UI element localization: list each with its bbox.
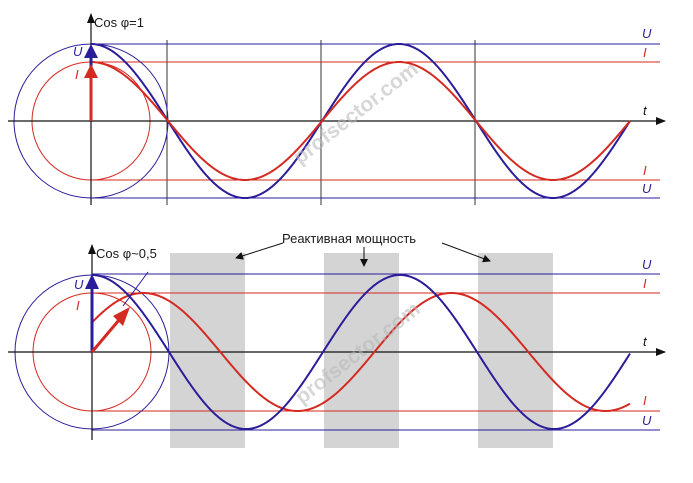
reactive-arrow-1	[235, 242, 284, 260]
reactive-band-3	[478, 253, 553, 448]
top-axis-t-label: t	[643, 103, 648, 118]
bottom-right-i-bottom: I	[643, 393, 647, 408]
top-phasor-u-label: U	[73, 44, 83, 59]
bottom-cos-phi-label: Cos φ~0,5	[96, 246, 157, 261]
reactive-power-label: Реактивная мощность	[282, 231, 416, 246]
bottom-current-phasor	[90, 307, 130, 353]
reactive-band-2	[324, 253, 399, 448]
bottom-panel: Cos φ~0,5 Реактивная мощность U I t U I …	[8, 231, 666, 448]
bottom-current-wave	[91, 291, 631, 413]
top-voltage-wave	[90, 42, 631, 200]
top-phasor-i-label: I	[75, 67, 79, 82]
bottom-right-u-top: U	[642, 257, 652, 272]
watermark-top: profsector.com	[289, 57, 423, 169]
bottom-right-i-top: I	[643, 276, 647, 291]
top-current-wave	[90, 60, 631, 182]
top-cos-phi-label: Cos φ=1	[94, 15, 144, 30]
reactive-arrow-3	[441, 242, 491, 263]
top-right-i-bottom: I	[643, 163, 647, 178]
top-current-phasor	[84, 64, 98, 121]
bottom-right-u-bottom: U	[642, 413, 652, 428]
bottom-phasor-u-label: U	[74, 277, 84, 292]
top-right-u-top: U	[642, 26, 652, 41]
top-panel: Cos φ=1 U I t U I I U	[8, 13, 666, 205]
top-right-u-bottom: U	[642, 181, 652, 196]
bottom-voltage-phasor	[85, 274, 99, 352]
reactive-band-1	[170, 253, 245, 448]
cos-phi-leader-line	[122, 271, 149, 307]
top-right-i-top: I	[643, 45, 647, 60]
bottom-phasor-i-label: I	[76, 298, 80, 313]
bottom-axis-t-label: t	[643, 334, 648, 349]
bottom-voltage-wave	[91, 273, 631, 431]
